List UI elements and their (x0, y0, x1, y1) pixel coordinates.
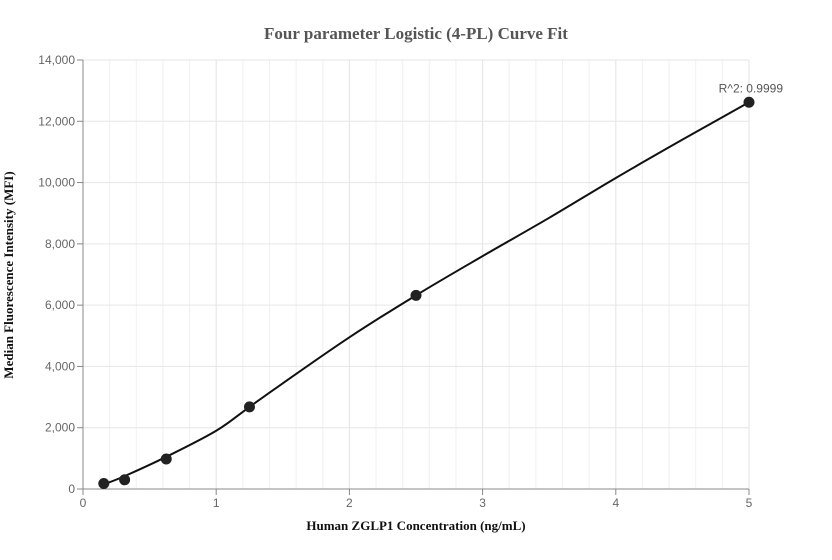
data-point (410, 289, 422, 301)
y-tick-label: 6,000 (45, 298, 75, 312)
x-tick-label: 1 (213, 496, 220, 510)
data-point (119, 474, 131, 486)
x-axis-ticks: 0 1 2 3 4 5 (80, 489, 753, 510)
y-tick-label: 4,000 (45, 359, 75, 373)
data-point (160, 453, 172, 465)
x-tick-label: 0 (80, 496, 87, 510)
grid-lines (83, 59, 750, 489)
chart-title: Four parameter Logistic (4-PL) Curve Fit (264, 24, 568, 43)
y-tick-label: 2,000 (45, 421, 75, 435)
data-point (743, 96, 755, 108)
x-tick-label: 4 (612, 496, 619, 510)
y-axis-title: Median Fluorescence Intensity (MFI) (1, 171, 16, 378)
r-squared-label: R^2: 0.9999 (719, 81, 784, 95)
annotations: R^2: 0.9999 (719, 81, 784, 95)
y-axis-ticks: 0 2,000 4,000 6,000 8,000 10,000 12,000 14,000 (38, 53, 83, 496)
y-tick-label: 10,000 (38, 176, 75, 190)
data-points (98, 96, 755, 489)
x-tick-label: 3 (479, 496, 486, 510)
y-tick-label: 8,000 (45, 237, 75, 251)
axes (82, 60, 749, 490)
y-tick-label: 14,000 (38, 53, 75, 67)
x-axis-title: Human ZGLP1 Concentration (ng/mL) (306, 518, 525, 533)
x-tick-label: 2 (346, 496, 353, 510)
y-tick-label: 12,000 (38, 114, 75, 128)
y-tick-label: 0 (68, 482, 75, 496)
x-tick-label: 5 (746, 496, 753, 510)
fit-curve-line (103, 101, 750, 486)
data-point (98, 477, 110, 489)
data-point (244, 401, 255, 413)
